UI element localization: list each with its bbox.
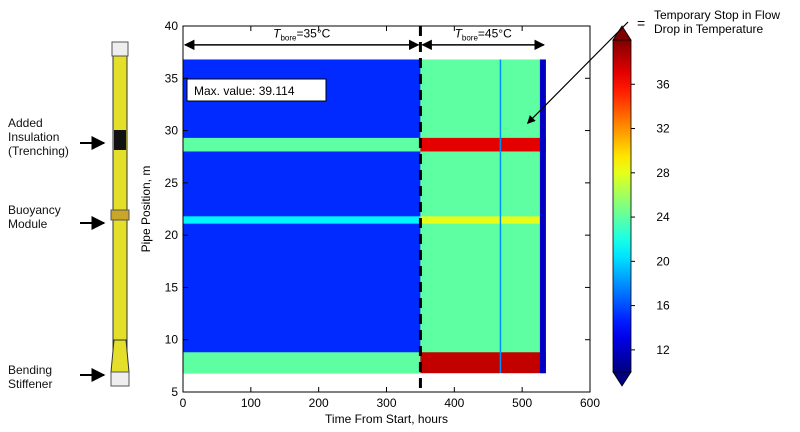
annotation-text-line1: Temporary Stop in Flow: [654, 8, 780, 22]
y-tick-label: 15: [165, 280, 179, 294]
colorbar-bottom-cap: [612, 371, 632, 387]
riser-top-connector: [111, 41, 129, 57]
x-tick-label: 600: [580, 396, 600, 410]
phase-label: Tbore=45°C: [455, 27, 513, 43]
colorbar-tick-label: 20: [656, 254, 670, 268]
heatmap-band-phase1: [183, 352, 421, 374]
colorbar: [612, 39, 632, 373]
label-insulation: Added Insulation (Trenching): [8, 116, 69, 158]
phase-label-subscript: bore: [462, 34, 479, 43]
x-tick-label: 100: [241, 396, 261, 410]
annotation-arrow: [526, 21, 629, 124]
heatmap-edge-strip: [539, 59, 546, 374]
heatmap-band-phase2: [420, 216, 546, 224]
colorbar-tick-label: 36: [656, 77, 670, 91]
y-tick-label: 20: [165, 228, 179, 242]
label-buoyancy: Buoyancy Module: [8, 203, 61, 231]
phase-label-value: =35°C: [296, 27, 330, 41]
colorbar-tick-label: 28: [656, 166, 670, 180]
bending-stiffener-cone: [110, 339, 130, 373]
phase-label-symbol: T: [455, 27, 464, 41]
annotation-text-line2: Drop in Temperature: [654, 22, 763, 36]
heatmap-band-phase2: [420, 352, 546, 374]
y-tick-label: 5: [171, 385, 178, 399]
insulation-segment: [114, 130, 126, 150]
y-tick-label: 40: [165, 19, 179, 33]
y-axis-label: Pipe Position, m: [139, 166, 153, 253]
phase-label-value: =45°C: [478, 27, 512, 41]
heatmap-band-phase2: [420, 137, 546, 152]
colorbar-tick-label: 12: [656, 343, 670, 357]
x-axis-label: Time From Start, hours: [325, 412, 448, 426]
y-tick-label: 10: [165, 333, 179, 347]
phase-label: Tbore=35°C: [273, 27, 331, 43]
y-tick-label: 35: [165, 71, 179, 85]
x-tick-label: 300: [376, 396, 396, 410]
max-value-box: [186, 78, 327, 102]
annotation-equals-sign: =: [637, 15, 645, 31]
colorbar-tick-label: 32: [656, 122, 670, 136]
y-tick-label: 25: [165, 176, 179, 190]
colorbar-tick-label: 24: [656, 210, 670, 224]
heatmap-band-phase1: [183, 137, 421, 152]
label-stiffener: Bending Stiffener: [8, 363, 53, 391]
riser-bottom-connector: [110, 371, 130, 387]
x-tick-label: 500: [512, 396, 532, 410]
y-tick-label: 30: [165, 124, 179, 138]
buoyancy-module: [110, 209, 130, 221]
phase-label-subscript: bore: [280, 34, 297, 43]
heatmap-band-phase1: [183, 216, 421, 224]
x-tick-label: 0: [180, 396, 187, 410]
x-tick-label: 400: [444, 396, 464, 410]
colorbar-tick-label: 16: [656, 299, 670, 313]
max-value-text: Max. value: 39.114: [194, 84, 295, 98]
phase-label-symbol: T: [273, 27, 282, 41]
x-tick-label: 200: [309, 396, 329, 410]
riser-diagram: [80, 41, 130, 387]
